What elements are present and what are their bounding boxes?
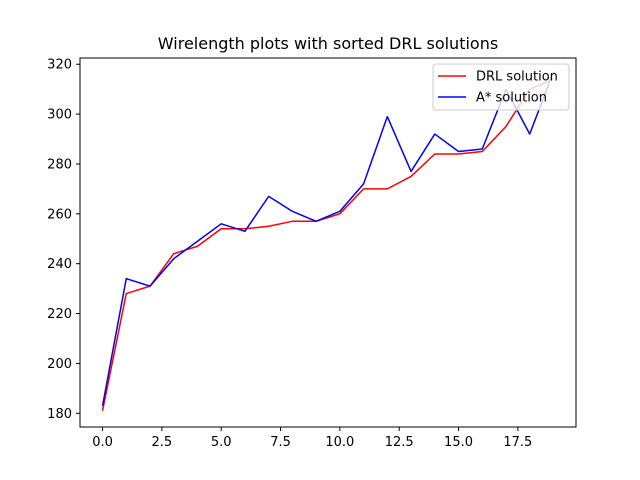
y-tick-label: 300 <box>47 108 72 123</box>
legend-label: A* solution <box>476 91 547 106</box>
x-tick-label: 15.0 <box>444 435 473 450</box>
x-tick-label: 10.0 <box>325 435 354 450</box>
x-tick-label: 17.5 <box>503 435 532 450</box>
series-line-astar <box>101 71 555 406</box>
series-group <box>101 71 555 411</box>
y-tick-label: 220 <box>47 307 72 322</box>
legend: DRL solution A* solution <box>432 63 570 111</box>
chart-title: Wirelength plots with sorted DRL solutio… <box>158 34 498 53</box>
series-line-drl <box>101 78 554 411</box>
legend-box <box>432 63 570 111</box>
y-axis: 180 200 220 240 260 280 300 320 <box>47 58 80 422</box>
x-tick-label: 7.5 <box>270 435 291 450</box>
x-tick-label: 2.5 <box>152 435 173 450</box>
x-tick-label: 0.0 <box>92 435 113 450</box>
x-tick-label: 12.5 <box>385 435 414 450</box>
legend-label: DRL solution <box>476 70 558 85</box>
y-tick-label: 260 <box>47 207 72 222</box>
y-tick-label: 240 <box>47 257 72 272</box>
x-axis: 0.0 2.5 5.0 7.5 10.0 12.5 15.0 17.5 <box>92 427 532 450</box>
y-tick-label: 180 <box>47 407 72 422</box>
x-tick-label: 5.0 <box>211 435 232 450</box>
y-tick-label: 200 <box>47 357 72 372</box>
plot-frame <box>79 57 577 428</box>
y-tick-label: 320 <box>47 58 72 73</box>
y-tick-label: 280 <box>47 157 72 172</box>
